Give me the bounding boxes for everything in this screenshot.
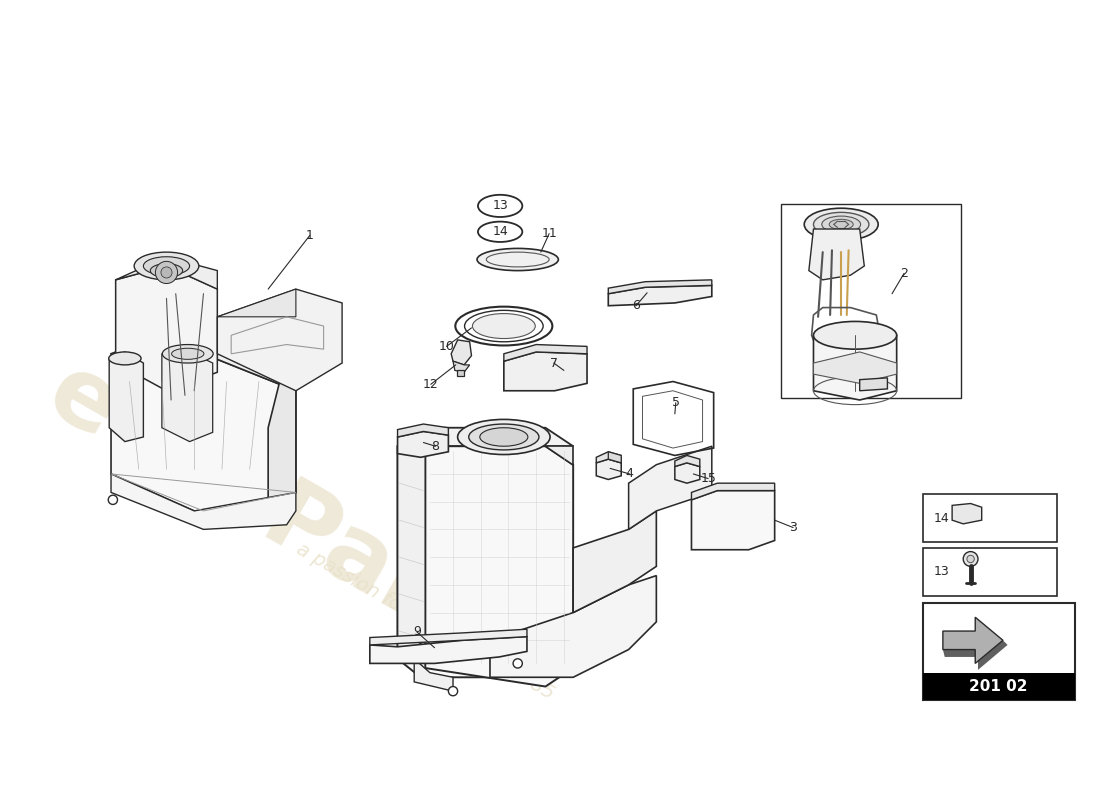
Bar — [781, 204, 961, 398]
Bar — [923, 548, 1057, 596]
Text: 14: 14 — [934, 512, 949, 525]
Circle shape — [161, 267, 172, 278]
Polygon shape — [596, 452, 622, 463]
Polygon shape — [397, 428, 573, 446]
Text: 13: 13 — [934, 566, 949, 578]
Polygon shape — [674, 455, 700, 466]
Polygon shape — [415, 658, 453, 691]
Ellipse shape — [478, 222, 522, 242]
Circle shape — [108, 495, 118, 505]
Ellipse shape — [829, 219, 854, 230]
Ellipse shape — [458, 419, 550, 454]
Polygon shape — [628, 446, 712, 530]
Text: 1: 1 — [306, 229, 313, 242]
Ellipse shape — [143, 257, 189, 275]
Text: 15: 15 — [701, 472, 716, 485]
Text: euroParts: euroParts — [31, 346, 542, 694]
Polygon shape — [943, 640, 1008, 670]
Polygon shape — [109, 352, 143, 442]
Polygon shape — [860, 378, 888, 390]
Polygon shape — [808, 229, 865, 280]
Ellipse shape — [804, 208, 878, 241]
Ellipse shape — [172, 348, 204, 359]
Polygon shape — [397, 446, 426, 658]
Polygon shape — [453, 361, 470, 372]
Polygon shape — [596, 459, 622, 479]
Text: 10: 10 — [439, 340, 454, 353]
Ellipse shape — [163, 345, 213, 363]
Circle shape — [155, 262, 177, 283]
Text: 12: 12 — [424, 378, 439, 390]
Ellipse shape — [814, 322, 896, 349]
Polygon shape — [943, 618, 1003, 663]
Polygon shape — [642, 390, 703, 448]
Polygon shape — [370, 630, 527, 645]
Polygon shape — [397, 431, 449, 458]
Bar — [923, 673, 1075, 700]
Circle shape — [513, 658, 522, 668]
Polygon shape — [674, 463, 700, 483]
Polygon shape — [814, 324, 896, 400]
Polygon shape — [397, 424, 449, 437]
Text: a passion for parts since 1985: a passion for parts since 1985 — [293, 540, 558, 704]
Text: 9: 9 — [412, 626, 421, 638]
Polygon shape — [111, 474, 296, 530]
Circle shape — [967, 555, 975, 562]
Ellipse shape — [109, 352, 141, 365]
Bar — [923, 603, 1075, 700]
Polygon shape — [692, 483, 774, 500]
Ellipse shape — [480, 428, 528, 446]
Bar — [456, 370, 464, 376]
Text: 5: 5 — [672, 396, 680, 410]
Polygon shape — [370, 637, 527, 663]
Polygon shape — [268, 317, 296, 511]
Polygon shape — [490, 576, 657, 678]
Text: 2: 2 — [900, 267, 908, 280]
Polygon shape — [111, 317, 296, 390]
Ellipse shape — [134, 252, 199, 280]
Polygon shape — [814, 352, 896, 383]
Polygon shape — [573, 511, 657, 613]
Polygon shape — [608, 286, 712, 306]
Text: 3: 3 — [789, 521, 797, 534]
Polygon shape — [116, 257, 218, 289]
Polygon shape — [608, 280, 712, 294]
Polygon shape — [397, 446, 490, 678]
Ellipse shape — [469, 424, 539, 450]
Text: 13: 13 — [493, 199, 508, 213]
Polygon shape — [218, 289, 342, 390]
Text: 201 02: 201 02 — [969, 679, 1027, 694]
Ellipse shape — [478, 195, 522, 217]
Circle shape — [449, 686, 458, 696]
Text: 6: 6 — [632, 299, 640, 312]
Text: 11: 11 — [541, 227, 557, 240]
Polygon shape — [218, 289, 296, 317]
Polygon shape — [692, 490, 774, 550]
Polygon shape — [504, 345, 587, 361]
Polygon shape — [504, 352, 587, 390]
Text: 7: 7 — [550, 357, 558, 370]
Text: 8: 8 — [431, 440, 439, 453]
Ellipse shape — [472, 314, 536, 338]
Polygon shape — [426, 446, 573, 686]
Polygon shape — [546, 446, 573, 465]
Polygon shape — [953, 503, 981, 524]
Ellipse shape — [477, 249, 559, 270]
Ellipse shape — [151, 264, 183, 278]
Ellipse shape — [822, 216, 860, 233]
Text: 4: 4 — [626, 467, 634, 481]
Bar — [923, 494, 1057, 542]
Polygon shape — [162, 352, 212, 442]
Ellipse shape — [814, 212, 869, 237]
Polygon shape — [608, 452, 622, 463]
Polygon shape — [111, 354, 296, 511]
Polygon shape — [116, 266, 218, 390]
Polygon shape — [451, 340, 472, 365]
Circle shape — [964, 551, 978, 566]
Text: 14: 14 — [493, 226, 508, 238]
